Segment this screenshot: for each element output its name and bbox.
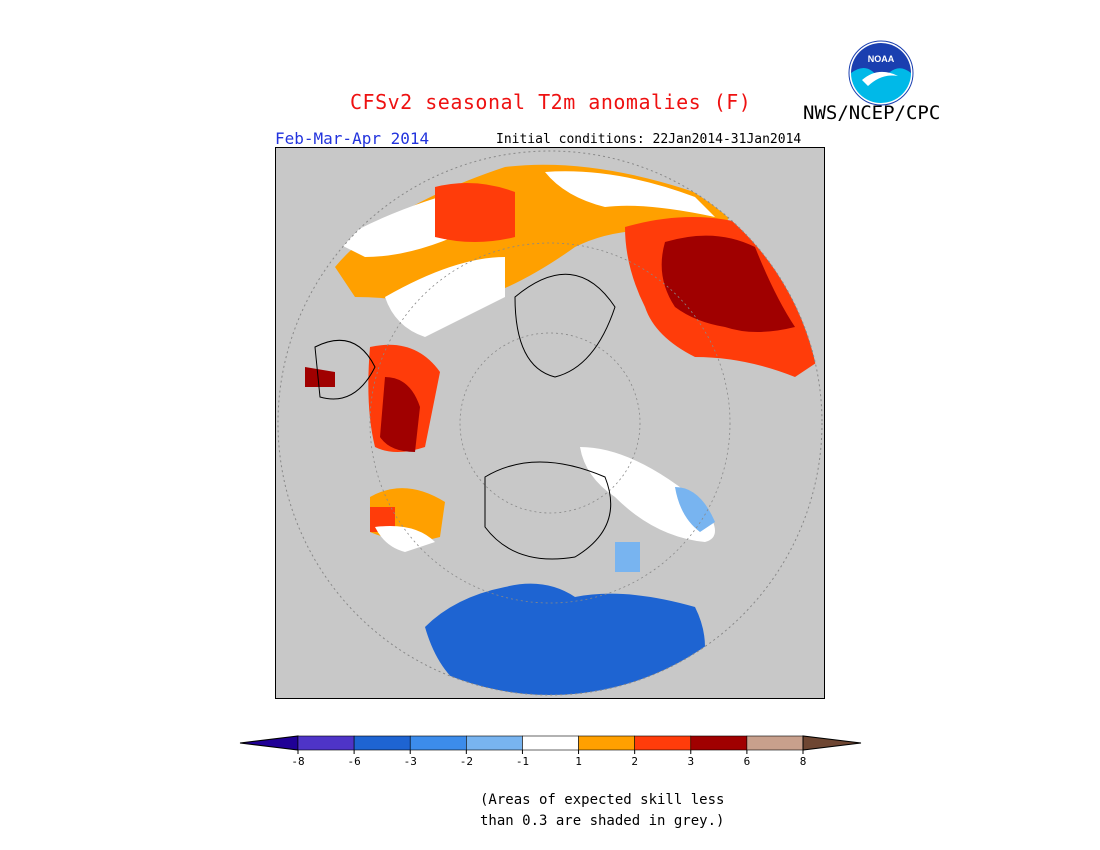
colorbar-tick-label: 2 [631,755,638,768]
colorbar-tick-label: -1 [516,755,529,768]
anomaly-north-africa [370,507,395,532]
anomaly-north-america [425,583,705,695]
footnote-line-2: than 0.3 are shaded in grey.) [480,813,725,829]
colorbar-bin [578,735,635,751]
noaa-logo: NOAA [848,40,914,106]
colorbar-tick-label: -3 [404,755,417,768]
neutral-northern-asia [385,257,505,337]
colorbar-tick-label: 1 [575,755,582,768]
map-disk [278,151,822,695]
neutral-greenland [580,447,715,542]
colorbar-bin [466,735,523,751]
colorbar-bin [409,735,467,751]
anomaly-southern-greenland [675,487,715,532]
colorbar: -8 -6 -3 -2 -1 1 2 3 6 8 [239,735,862,768]
colorbar-bin [522,735,579,751]
agency-label: NWS/NCEP/CPC [803,102,941,124]
polar-anomaly-map [275,147,825,699]
anomaly-western-russia [380,377,420,452]
colorbar-tick-label: -2 [460,755,473,768]
map-title: CFSv2 seasonal T2m anomalies (F) [350,90,752,114]
season-label: Feb-Mar-Apr 2014 [275,129,430,148]
neutral-pacific [545,171,715,217]
colorbar-tick-label: 8 [800,755,807,768]
colorbar-tick-label: 6 [744,755,751,768]
anomaly-scandinavia [305,367,335,387]
skill-footnote: (Areas of expected skill less than 0.3 a… [480,790,724,832]
coastlines [314,273,616,560]
colorbar-bin [297,735,355,751]
anomaly-alaska [661,235,795,332]
colorbar-arrow-high [802,735,862,751]
anomaly-mongolia [435,183,515,242]
colorbar-tick-label: -6 [347,755,360,768]
initial-conditions-label: Initial conditions: 22Jan2014-31Jan2014 [496,132,802,147]
colorbar-bin [746,735,804,751]
colorbar-bin [353,735,411,751]
noaa-logo-text: NOAA [868,54,895,64]
colorbar-tick-label: -8 [291,755,304,768]
colorbar-arrow-low [239,735,299,751]
neutral-atlantic [375,526,435,552]
colorbar-bin [690,735,748,751]
anomaly-canadian-arctic [615,542,640,572]
colorbar-bin [634,735,692,751]
footnote-line-1: (Areas of expected skill less [480,792,725,808]
colorbar-tick-label: 3 [687,755,694,768]
